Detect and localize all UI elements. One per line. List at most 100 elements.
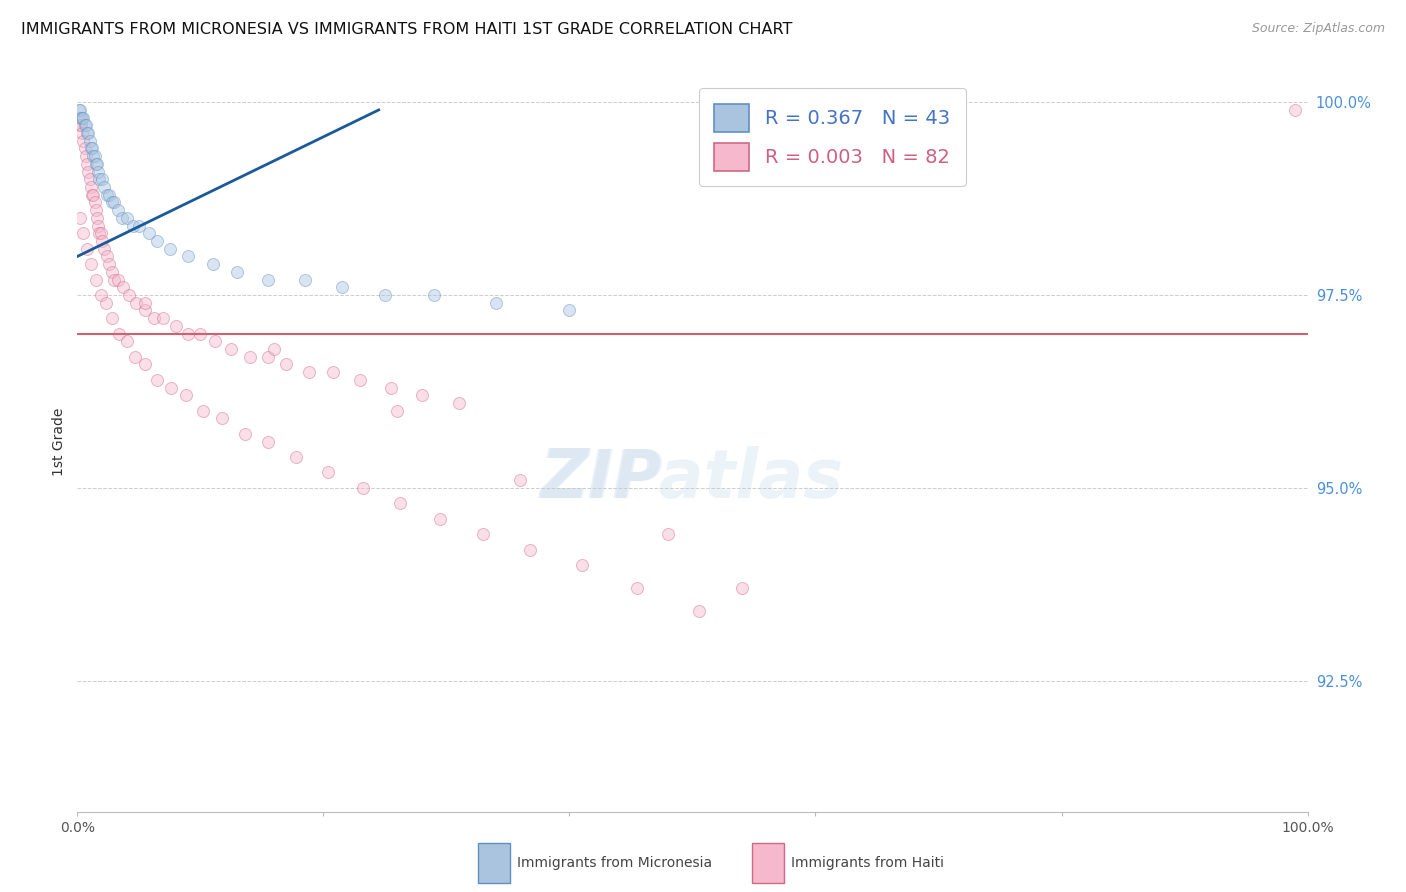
Point — [276, 358, 298, 372]
Point — [177, 249, 200, 263]
Point — [94, 295, 117, 310]
Point — [82, 141, 104, 155]
Point — [69, 211, 91, 225]
Point — [86, 157, 108, 171]
Point — [101, 265, 124, 279]
Point — [233, 426, 256, 441]
Point — [82, 187, 104, 202]
Point — [84, 272, 107, 286]
Point — [70, 119, 93, 133]
Point — [211, 411, 233, 425]
Point — [188, 326, 212, 341]
Point — [75, 149, 97, 163]
Point — [84, 157, 107, 171]
Point — [688, 604, 710, 618]
Point — [352, 481, 374, 495]
Legend: R = 0.367   N = 43, R = 0.003   N = 82: R = 0.367 N = 43, R = 0.003 N = 82 — [699, 88, 966, 186]
Point — [70, 126, 93, 140]
Point — [79, 134, 101, 148]
Point — [423, 288, 446, 302]
Point — [82, 187, 104, 202]
Point — [804, 103, 827, 117]
Point — [90, 227, 112, 241]
Point — [93, 242, 115, 256]
Point — [626, 581, 648, 595]
Point — [107, 203, 129, 218]
Point — [80, 141, 103, 155]
Point — [374, 288, 396, 302]
Point — [83, 195, 105, 210]
Point — [76, 242, 98, 256]
Point — [98, 187, 121, 202]
Point — [124, 350, 146, 364]
Point — [165, 318, 187, 333]
Point — [204, 334, 226, 349]
Text: Source: ZipAtlas.com: Source: ZipAtlas.com — [1251, 22, 1385, 36]
Point — [70, 111, 93, 125]
Point — [174, 388, 197, 402]
Text: ZIPatlas: ZIPatlas — [541, 446, 844, 511]
Point — [134, 295, 156, 310]
Point — [90, 288, 112, 302]
Point — [388, 496, 411, 510]
Point — [294, 272, 316, 286]
Point — [84, 203, 107, 218]
Point — [76, 126, 98, 140]
Point — [571, 558, 593, 572]
Point — [111, 280, 134, 294]
Point — [138, 227, 160, 241]
Point — [70, 111, 93, 125]
Point — [263, 342, 285, 356]
Point — [75, 119, 97, 133]
Point — [118, 288, 141, 302]
Point — [152, 311, 174, 326]
Point — [115, 211, 138, 225]
Point — [103, 272, 125, 286]
Y-axis label: 1st Grade: 1st Grade — [52, 408, 66, 475]
Point — [83, 149, 105, 163]
Bar — [752, 844, 785, 883]
Point — [80, 257, 103, 271]
Point — [121, 219, 143, 233]
Point — [142, 311, 165, 326]
Point — [485, 295, 508, 310]
Point — [226, 265, 249, 279]
Point — [67, 111, 90, 125]
Point — [90, 172, 114, 186]
Point — [285, 450, 308, 464]
Point — [82, 149, 104, 163]
Point — [257, 350, 280, 364]
Point — [103, 195, 125, 210]
Point — [96, 249, 118, 263]
Point — [86, 211, 108, 225]
Point — [107, 272, 129, 286]
Point — [101, 195, 124, 210]
Point — [731, 581, 754, 595]
Point — [108, 326, 131, 341]
Point — [72, 111, 94, 125]
Point — [77, 126, 100, 140]
Point — [558, 303, 581, 318]
Text: Immigrants from Micronesia: Immigrants from Micronesia — [517, 856, 711, 870]
Point — [160, 380, 183, 394]
Point — [90, 234, 114, 248]
Point — [89, 172, 111, 186]
Point — [80, 180, 103, 194]
Point — [146, 373, 169, 387]
Point — [101, 311, 124, 326]
Point — [318, 466, 340, 480]
Point — [76, 157, 98, 171]
Point — [219, 342, 242, 356]
Point — [93, 180, 115, 194]
Point — [657, 527, 679, 541]
Point — [519, 542, 541, 557]
Point — [89, 227, 111, 241]
Point — [73, 119, 96, 133]
Point — [125, 295, 148, 310]
Point — [191, 403, 214, 417]
Point — [67, 103, 90, 117]
Point — [128, 219, 150, 233]
Point — [177, 326, 200, 341]
Point — [1284, 103, 1306, 117]
Point — [257, 272, 280, 286]
